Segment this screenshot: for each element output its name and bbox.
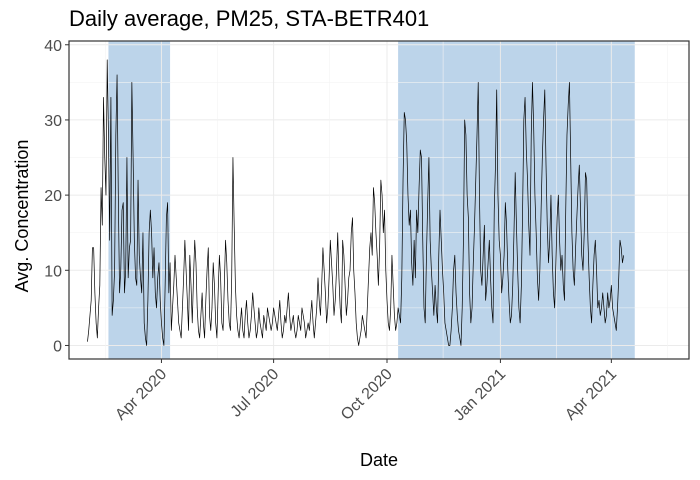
y-axis: 0 10 20 30 40	[44, 38, 69, 355]
series-line-1	[87, 59, 625, 346]
x-axis-title: Date	[360, 450, 398, 470]
panel-border	[68, 40, 690, 360]
chart-title: Daily average, PM25, STA-BETR401	[69, 6, 430, 31]
y-axis-title: Avg. Concentration	[12, 140, 32, 293]
y-tick-label: 20	[44, 188, 62, 205]
gridlines	[69, 41, 689, 359]
x-axis: Apr 2020 Jul 2020 Oct 2020 Jan 2021 Apr 2021	[112, 359, 620, 424]
x-tick-label: Jul 2020	[228, 366, 283, 421]
x-tick-label: Jan 2021	[451, 366, 510, 425]
shaded-period-1	[108, 41, 171, 359]
x-tick-label: Oct 2020	[338, 366, 396, 424]
y-tick-label: 10	[44, 263, 62, 280]
series-layer	[87, 59, 625, 346]
x-tick-label: Apr 2021	[562, 366, 620, 424]
y-tick-label: 30	[44, 113, 62, 130]
y-tick-label: 0	[53, 338, 62, 355]
y-tick-label: 40	[44, 38, 62, 55]
x-tick-label: Apr 2020	[112, 366, 170, 424]
